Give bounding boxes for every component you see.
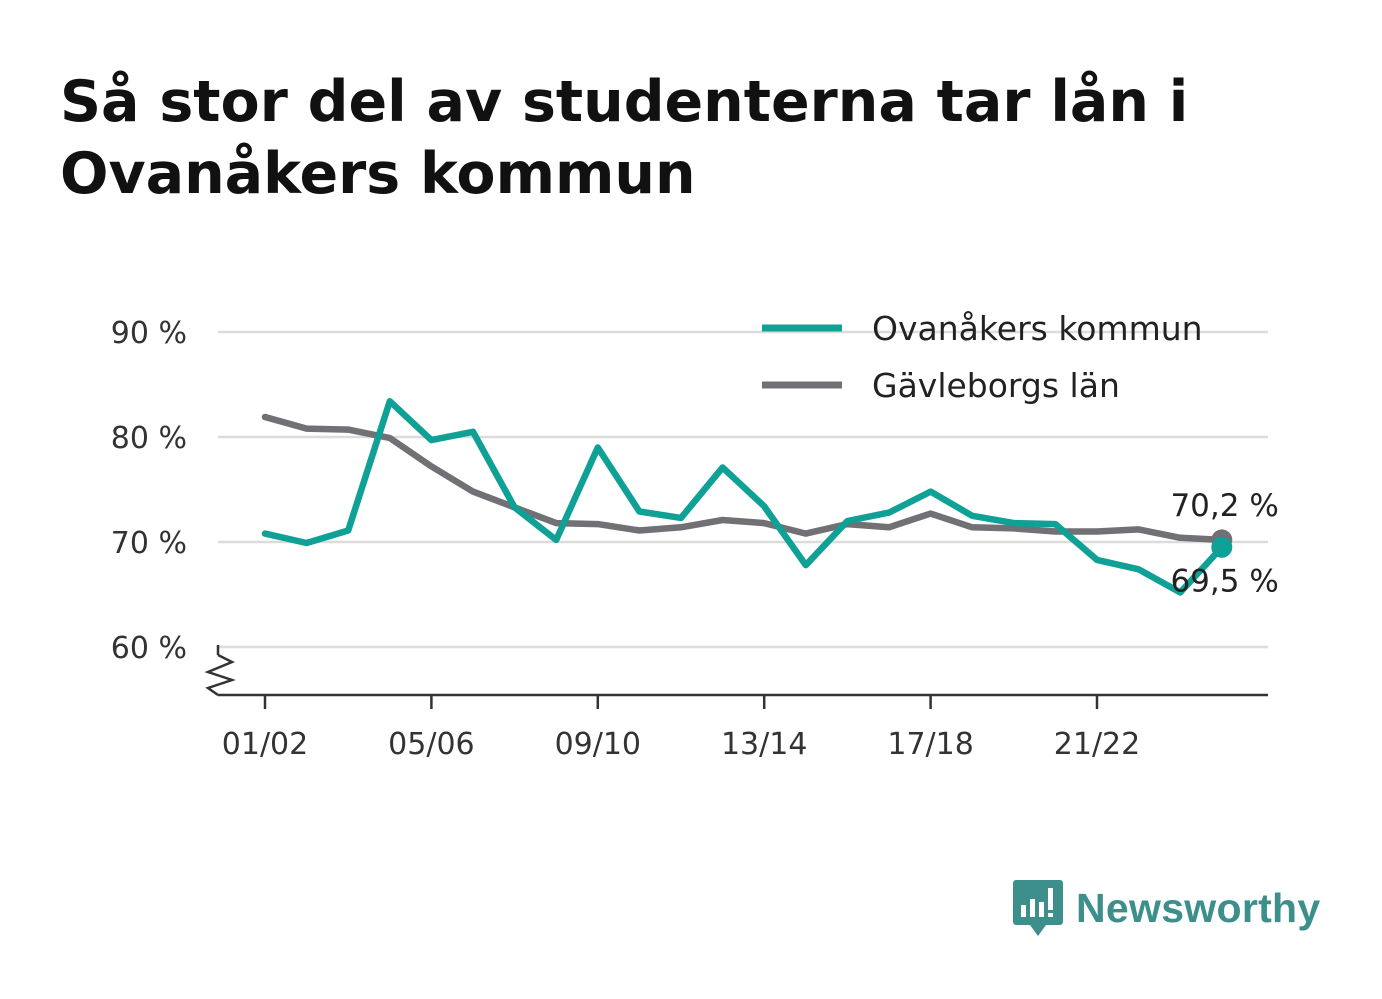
x-tick-label: 09/10 [555, 727, 641, 762]
end-labels: 70,2 % 69,5 % [1170, 488, 1278, 599]
axes: 60 % 70 % 80 % 90 % 01/02 05/06 09/10 13/14 17/1… [111, 316, 1268, 762]
newsworthy-logo: Newsworthy [1012, 878, 1321, 938]
x-tick-label: 01/02 [222, 727, 308, 762]
legend: Ovanåkers kommun Gävleborgs län [762, 309, 1203, 405]
y-tick-label: 60 % [111, 631, 187, 666]
series-line-1 [261, 413, 1226, 544]
legend-label-0: Ovanåkers kommun [872, 309, 1203, 348]
x-tick-label: 17/18 [887, 727, 973, 762]
series-line-0 [261, 398, 1226, 596]
chart-title: Så stor del av studenterna tar lån i Ova… [60, 69, 1189, 207]
end-label-gavleborg: 70,2 % [1170, 488, 1278, 524]
x-tick-label: 13/14 [721, 727, 807, 762]
legend-label-1: Gävleborgs län [872, 366, 1120, 405]
y-tick-label: 80 % [111, 421, 187, 456]
brand-name: Newsworthy [1076, 884, 1321, 931]
series-lines [261, 398, 1233, 596]
x-tick-label: 05/06 [388, 727, 474, 762]
end-label-ovanaker: 69,5 % [1170, 563, 1278, 599]
y-tick-label: 70 % [111, 526, 187, 561]
newsworthy-chart-bubble-icon [1013, 880, 1063, 936]
x-tick-label: 21/22 [1054, 727, 1140, 762]
series-end-marker-0 [1211, 536, 1233, 558]
gridlines [218, 330, 1268, 649]
y-tick-label: 90 % [111, 316, 187, 351]
axis-break [204, 653, 236, 697]
